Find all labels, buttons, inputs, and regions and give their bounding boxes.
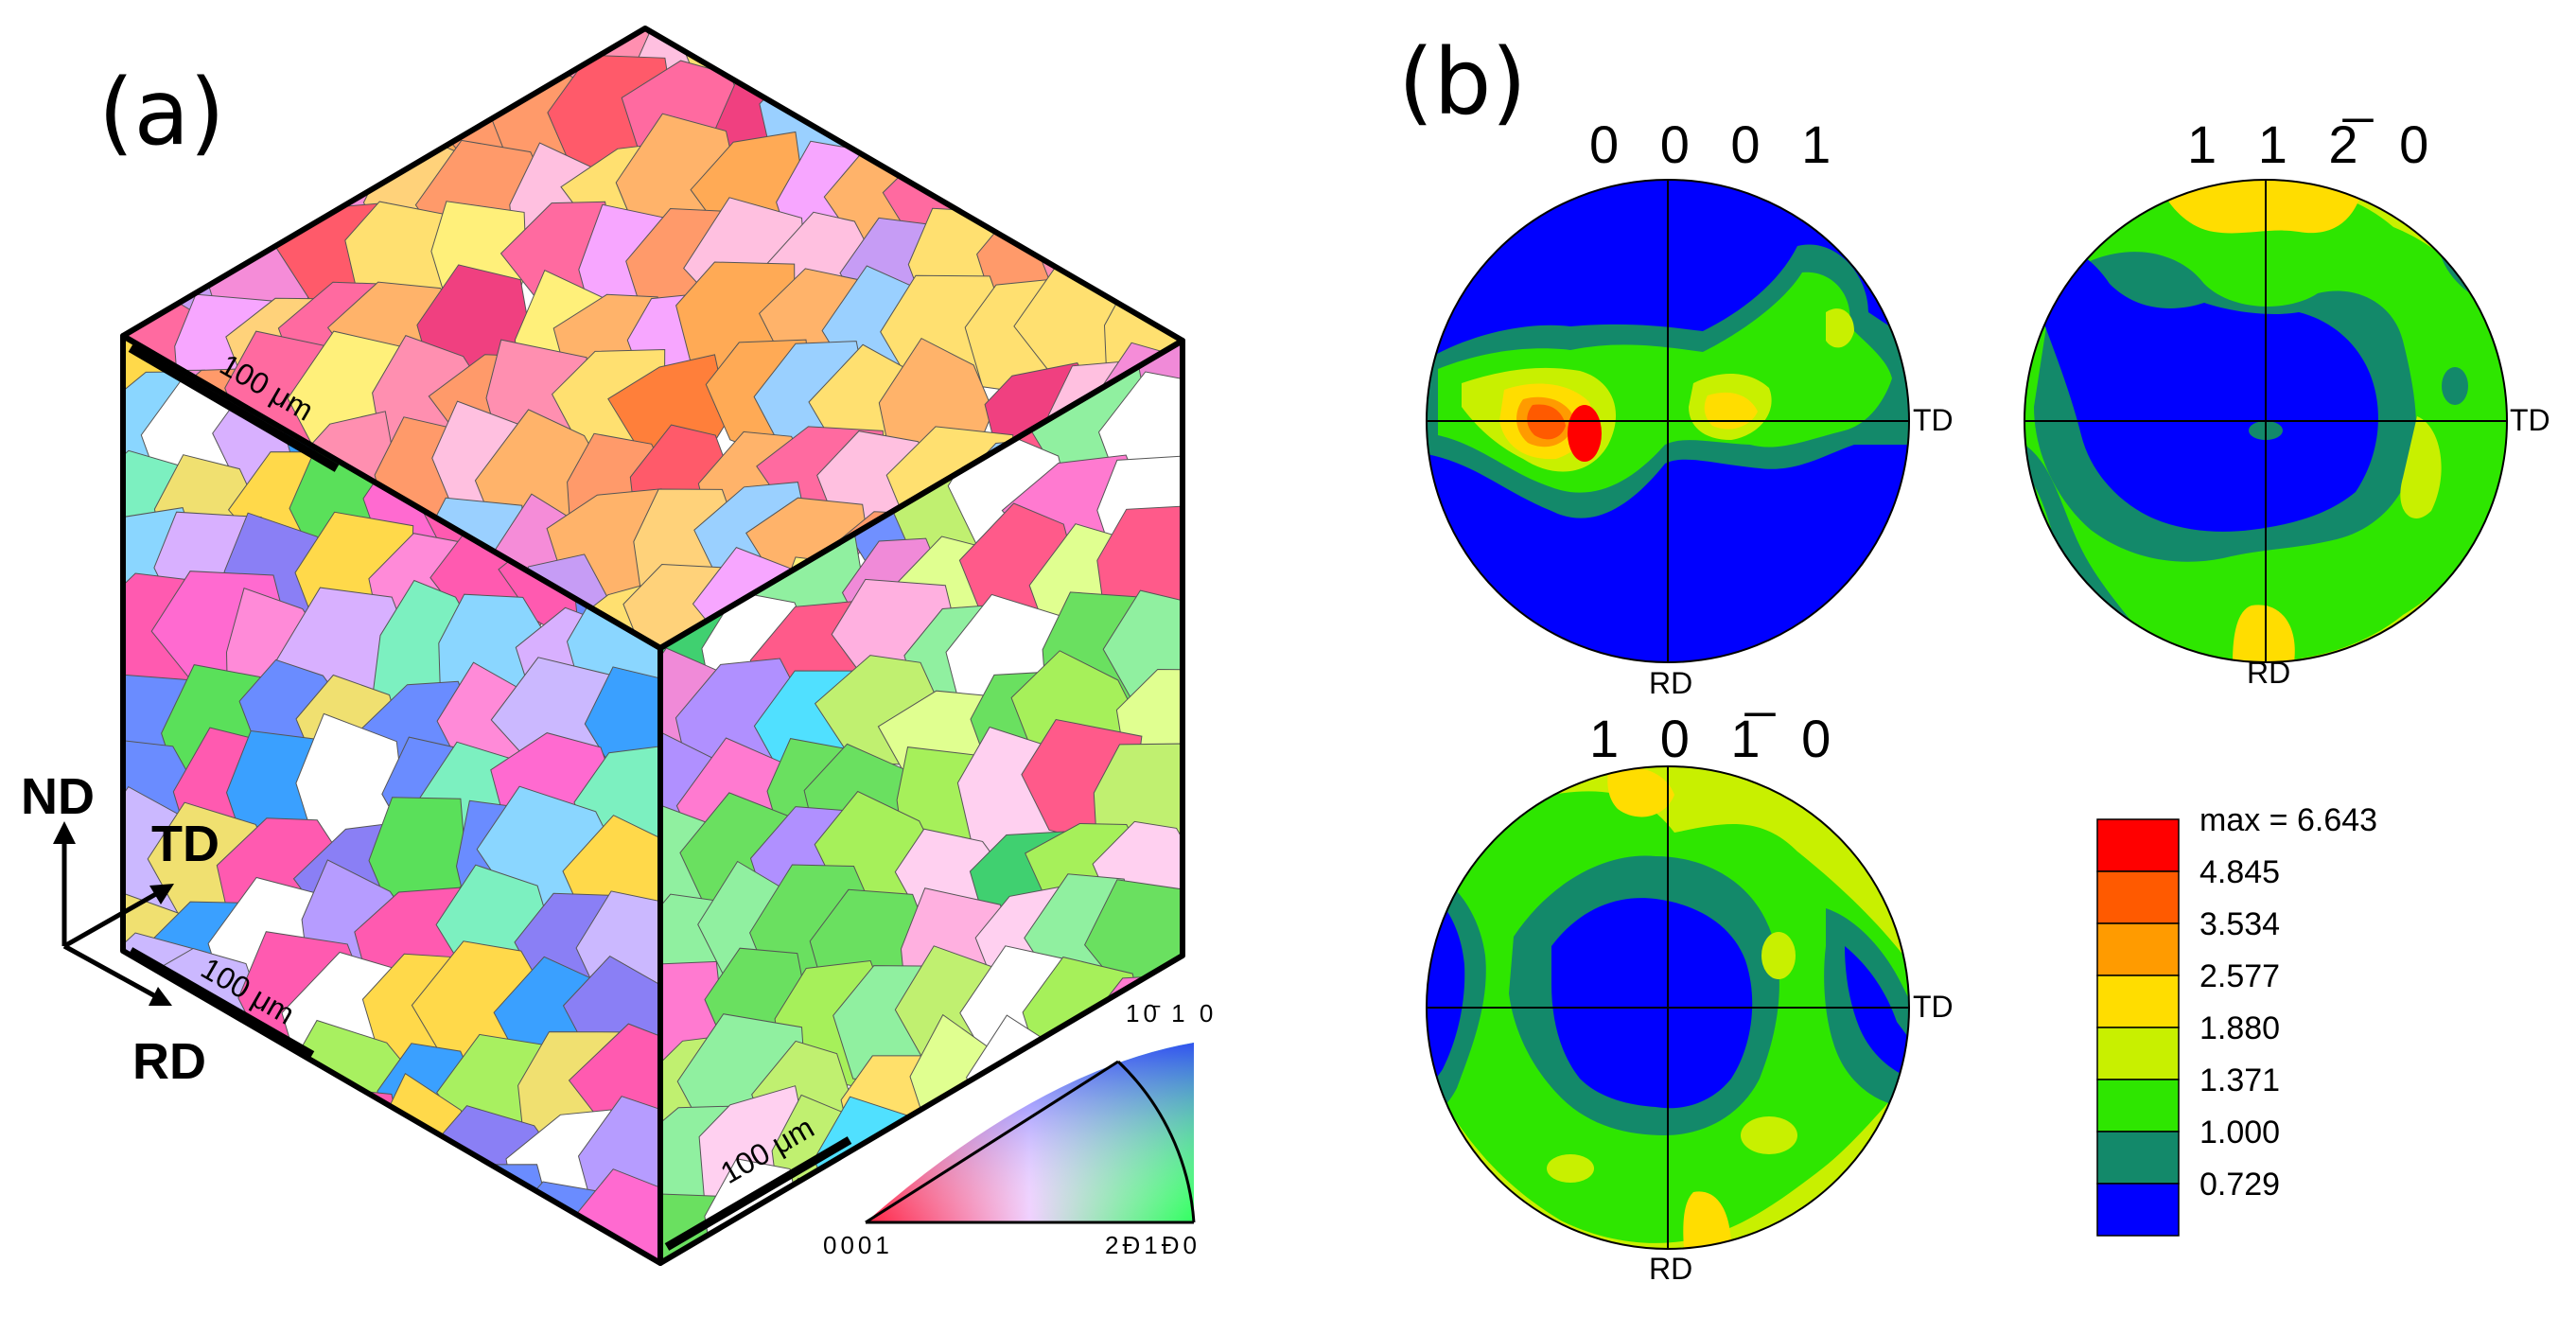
panel-a: (a) 100 μm 100 μm 100 μm: [21, 26, 1217, 1266]
grain: [212, 65, 359, 210]
grain: [350, 28, 466, 119]
legend-label: max = 6.643: [2199, 802, 2377, 838]
pole-figure-title: 0 0 0 1: [1589, 114, 1844, 174]
grain: [289, 28, 426, 112]
grain: [216, 28, 335, 104]
legend-swatch: [2096, 1079, 2180, 1133]
rd-label: RD: [1649, 1252, 1692, 1286]
legend-swatch: [2096, 922, 2180, 976]
grain: [218, 1165, 370, 1263]
pole-figure-10-10: 1 0 1̅ 0 TD RD: [1426, 709, 1954, 1286]
legend-label: 0.729: [2199, 1167, 2280, 1203]
td-label: TD: [1913, 990, 1954, 1024]
legend-label: 1.000: [2199, 1115, 2280, 1150]
grain: [149, 1160, 263, 1263]
grain: [123, 1175, 195, 1263]
ipf-color-key: 10̄ 1 0 0001 2Đ1Đ0: [823, 999, 1217, 1259]
contour-legend: max = 6.643 4.845 3.534 2.577 1.880 1.371 1.00…: [2096, 802, 2377, 1237]
grain: [435, 1164, 558, 1263]
grain: [144, 1104, 293, 1226]
grain: [907, 28, 1017, 108]
grain: [1102, 589, 1183, 719]
td-label: TD: [1913, 403, 1954, 437]
rd-axis-label: RD: [132, 1033, 206, 1090]
cube-edges: [120, 26, 1185, 1266]
grain: [904, 58, 1020, 189]
sample-axes: [53, 821, 174, 1006]
grain: [1026, 28, 1130, 107]
grain: [1017, 121, 1136, 259]
grain: [1008, 79, 1150, 211]
legend-label: 2.577: [2199, 958, 2280, 994]
grain: [123, 1093, 213, 1229]
legend-swatch: [2096, 1027, 2180, 1080]
grain: [373, 1175, 498, 1263]
grain: [1095, 76, 1183, 207]
grain: [956, 65, 1078, 203]
legend-swatch: [2096, 870, 2180, 924]
grain: [123, 150, 222, 266]
grain: [820, 28, 948, 147]
grain: [291, 1172, 420, 1263]
td-axis-label: TD: [151, 816, 219, 872]
pole-figure-title: 1 1 2̅ 0: [2187, 114, 2442, 174]
ipf-key-left-label: 0001: [823, 1231, 893, 1259]
rd-label: RD: [2247, 656, 2290, 690]
ipf-key-right-label: 2Đ1Đ0: [1105, 1231, 1200, 1259]
nd-axis-label: ND: [21, 768, 95, 825]
grain: [940, 28, 1066, 133]
panel-b-label: (b): [1398, 29, 1527, 135]
legend-swatch: [2096, 1131, 2180, 1185]
grain: [1106, 28, 1183, 124]
panel-a-label: (a): [98, 60, 225, 166]
pole-figure-0001: 0 0 0 1 TD RD: [1426, 114, 1954, 700]
legend-label: 1.371: [2199, 1062, 2280, 1098]
pole-figure-11-20: 1 1 2̅ 0 TD RD: [2024, 114, 2550, 690]
pole-figure-title: 1 0 1̅ 0: [1589, 709, 1844, 768]
panel-b: (b) 0 0 0 1 TD RD: [1398, 29, 2550, 1286]
rd-label: RD: [1649, 666, 1692, 700]
legend-label: 3.534: [2199, 906, 2280, 942]
legend-swatch: [2096, 975, 2180, 1028]
td-label: TD: [2510, 403, 2550, 437]
legend-label: 1.880: [2199, 1010, 2280, 1046]
grain: [1078, 115, 1183, 241]
grain: [144, 149, 284, 258]
legend-swatch: [2096, 818, 2180, 872]
grain: [209, 1100, 340, 1238]
legend-label: 4.845: [2199, 854, 2280, 890]
pole-figure-contours: [1427, 180, 1909, 662]
ipf-key-top-label: 10̄ 1 0: [1126, 999, 1217, 1027]
legend-swatch: [2096, 1183, 2180, 1237]
